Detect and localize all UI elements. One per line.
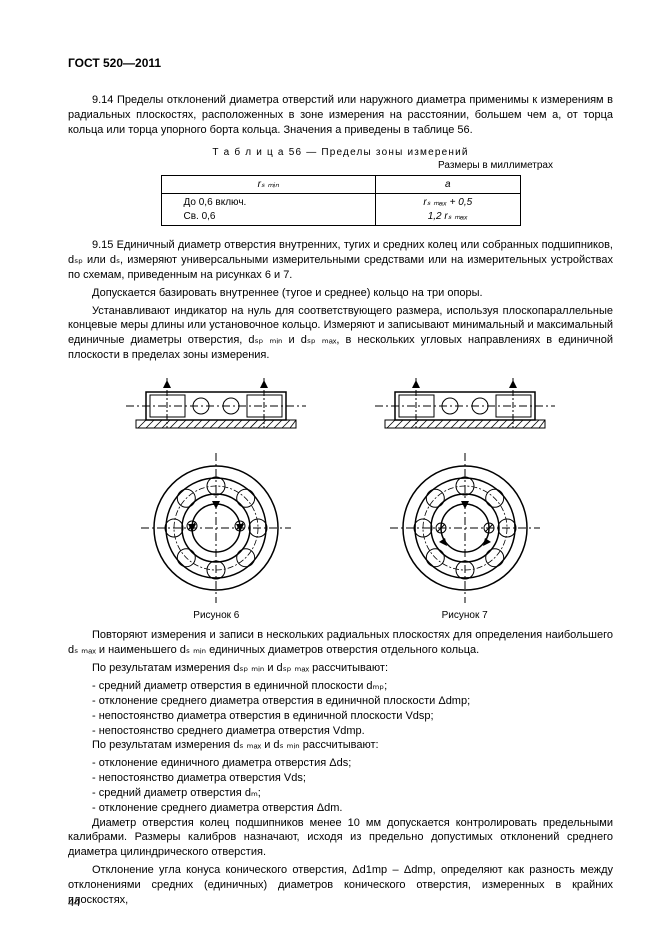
bullet-8: - отклонение среднего диаметра отверстия… — [68, 801, 613, 816]
bullet-6: - непостоянство диаметра отверстия Vds; — [68, 771, 613, 786]
cell-r1c2: rₛ ₘₐₓ + 0,5 1,2 rₛ ₘₐₓ — [376, 194, 520, 226]
bullet-7: - средний диаметр отверстия dₘ; — [68, 786, 613, 801]
para-diam: Диаметр отверстия колец подшипников мене… — [68, 816, 613, 861]
bullet-2: - отклонение среднего диаметра отверстия… — [68, 694, 613, 709]
bullet-5: - отклонение единичного диаметра отверст… — [68, 756, 613, 771]
caption-prefix: Т а б л и ц а — [212, 147, 284, 158]
doc-header: ГОСТ 520—2011 — [68, 55, 613, 71]
bullet-4: - непостоянство среднего диаметра отверс… — [68, 724, 613, 739]
figure-6-svg — [116, 373, 316, 603]
table-caption: Т а б л и ц а 56 — Пределы зоны измерени… — [68, 146, 613, 160]
bullet-1: - средний диаметр отверстия в единичной … — [68, 679, 613, 694]
figure-row: Рисунок 6 — [68, 373, 613, 623]
th-a: a — [376, 175, 520, 194]
para-res2: По результатам измерения dₛ ₘₐₓ и dₛ ₘᵢₙ… — [68, 738, 613, 753]
para-9-14: 9.14 Пределы отклонений диаметра отверст… — [68, 93, 613, 138]
page-number: 44 — [68, 896, 80, 911]
para-9-15c: Устанавливают индикатор на нуль для соот… — [68, 304, 613, 363]
caption-num: 56 — Пределы зоны измерений — [289, 147, 469, 158]
figure-7-svg — [365, 373, 565, 603]
table-units: Размеры в миллиметрах — [68, 159, 553, 173]
cell-r1c1: До 0,6 включ. Св. 0,6 — [161, 194, 376, 226]
table-56: rₛ ₘᵢₙ a До 0,6 включ. Св. 0,6 rₛ ₘₐₓ + … — [161, 175, 521, 227]
th-rs-min: rₛ ₘᵢₙ — [161, 175, 376, 194]
para-9-15b: Допускается базировать внутреннее (тугое… — [68, 286, 613, 301]
fig7-caption: Рисунок 7 — [442, 609, 488, 623]
para-repeat: Повторяют измерения и записи в нескольки… — [68, 628, 613, 658]
fig6-caption: Рисунок 6 — [193, 609, 239, 623]
para-res1: По результатам измерения dₛₚ ₘᵢₙ и dₛₚ ₘ… — [68, 661, 613, 676]
bullet-3: - непостоянство диаметра отверстия в еди… — [68, 709, 613, 724]
para-cone: Отклонение угла конуса конического отвер… — [68, 863, 613, 908]
para-9-15a: 9.15 Единичный диаметр отверстия внутрен… — [68, 238, 613, 283]
